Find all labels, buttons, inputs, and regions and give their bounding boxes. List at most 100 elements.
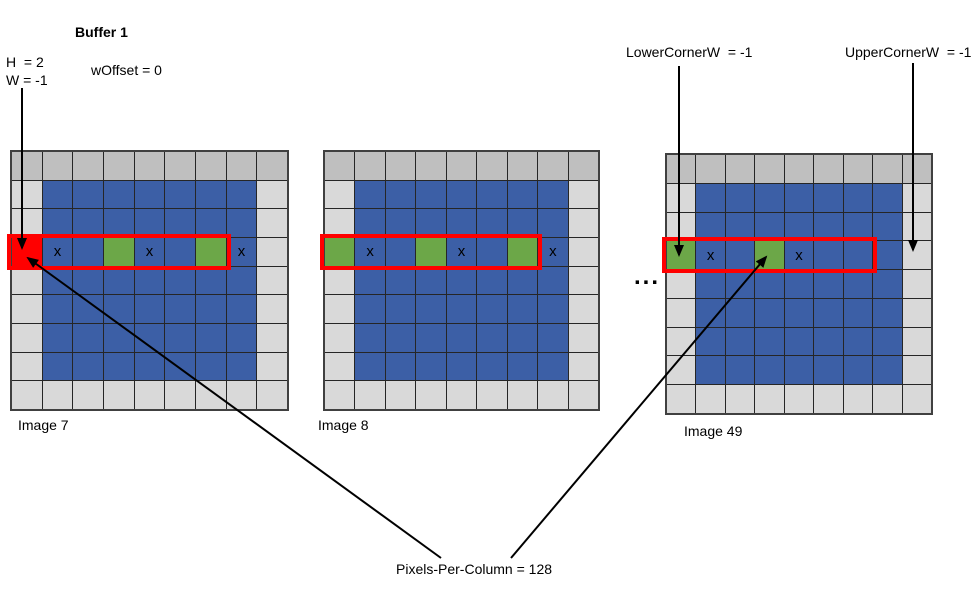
grid-cell xyxy=(755,212,784,241)
grid-cell xyxy=(385,152,416,180)
grid-cell xyxy=(477,323,507,352)
grid-cell xyxy=(902,270,931,298)
grid-cell xyxy=(134,180,165,209)
x-cell: x xyxy=(538,237,568,266)
x-cell: x xyxy=(446,237,477,266)
grid-cell xyxy=(134,323,165,352)
grid-cell xyxy=(538,295,568,323)
grid-cell xyxy=(165,381,195,409)
w-value-label: W = -1 xyxy=(6,72,48,88)
grid-cell xyxy=(507,209,538,237)
grid-cell xyxy=(73,295,103,323)
grid-cell xyxy=(902,183,931,212)
grid-cell xyxy=(814,270,843,298)
grid-cell xyxy=(73,209,103,237)
grid-cell xyxy=(416,152,446,180)
grid-cell xyxy=(325,266,355,295)
grid-cell xyxy=(42,266,73,295)
grid-cell xyxy=(12,209,42,237)
grid-cell xyxy=(385,180,416,209)
grid-cell xyxy=(103,152,134,180)
grid-cell xyxy=(257,152,287,180)
grid-cell xyxy=(725,385,755,413)
grid-cell xyxy=(568,323,598,352)
grid-cell xyxy=(873,155,902,183)
grid-cell xyxy=(667,155,696,183)
grid-cell xyxy=(814,327,843,356)
grid-cell xyxy=(568,266,598,295)
grid-cell xyxy=(814,183,843,212)
grid-cell xyxy=(416,266,446,295)
grid-cell xyxy=(667,270,696,298)
grid-cell xyxy=(446,323,477,352)
grid-cell xyxy=(257,352,287,381)
grid-cell xyxy=(103,295,134,323)
grid-cell xyxy=(507,266,538,295)
grid-cell xyxy=(103,381,134,409)
grid-cell xyxy=(226,266,257,295)
grid-cell xyxy=(226,209,257,237)
grid-cell xyxy=(385,266,416,295)
grid-cell xyxy=(873,183,902,212)
grid-cell xyxy=(568,152,598,180)
grid-cell xyxy=(257,295,287,323)
grid-cell xyxy=(843,385,873,413)
grid-cell xyxy=(902,212,931,241)
grid-cell xyxy=(134,266,165,295)
grid-cell xyxy=(667,298,696,327)
grid-cell xyxy=(385,381,416,409)
grid-cell xyxy=(538,266,568,295)
grid-cell xyxy=(195,266,226,295)
grid-cell xyxy=(416,323,446,352)
grid-cell xyxy=(195,209,226,237)
grid-cell xyxy=(755,183,784,212)
grid-cell xyxy=(446,295,477,323)
grid-cell xyxy=(42,323,73,352)
grid-cell xyxy=(477,352,507,381)
grid-cell xyxy=(12,295,42,323)
grid-cell xyxy=(725,212,755,241)
grid-cell xyxy=(873,241,902,270)
grid-cell xyxy=(784,356,814,385)
grid-cell xyxy=(103,323,134,352)
grid-cell xyxy=(195,352,226,381)
grid-cell xyxy=(507,152,538,180)
grid-cell xyxy=(755,356,784,385)
pixels-per-column-label: Pixels-Per-Column = 128 xyxy=(396,561,553,577)
grid-cell xyxy=(477,295,507,323)
grid-cell xyxy=(325,180,355,209)
grid-cell xyxy=(755,270,784,298)
grid-cell xyxy=(226,295,257,323)
upper-cornerw-label: UpperCornerW = -1 xyxy=(845,44,972,60)
grid-cell xyxy=(165,323,195,352)
grid-cell xyxy=(784,327,814,356)
grid-cell xyxy=(755,385,784,413)
grid-cell xyxy=(902,356,931,385)
grid-cell xyxy=(134,152,165,180)
grid-cell xyxy=(667,385,696,413)
grid-cell xyxy=(385,209,416,237)
grid-cell xyxy=(355,266,385,295)
grid-cell xyxy=(103,180,134,209)
grid-cell xyxy=(843,327,873,356)
grid-cell xyxy=(257,323,287,352)
grid-cell xyxy=(416,295,446,323)
lower-cornerw-label: LowerCornerW = -1 xyxy=(626,44,753,60)
grid-cell xyxy=(42,295,73,323)
grid-cell xyxy=(355,381,385,409)
grid-cell xyxy=(755,298,784,327)
grid-cell xyxy=(73,152,103,180)
grid-cell xyxy=(725,327,755,356)
red-highlight-rect xyxy=(662,237,878,274)
grid-cell xyxy=(902,327,931,356)
grid-cell xyxy=(325,152,355,180)
grid-cell xyxy=(446,381,477,409)
grid-cell xyxy=(477,266,507,295)
grid-cell xyxy=(814,298,843,327)
grid-cell xyxy=(873,298,902,327)
grid-cell xyxy=(355,180,385,209)
grid-cell xyxy=(477,237,507,266)
grid-cell xyxy=(725,270,755,298)
